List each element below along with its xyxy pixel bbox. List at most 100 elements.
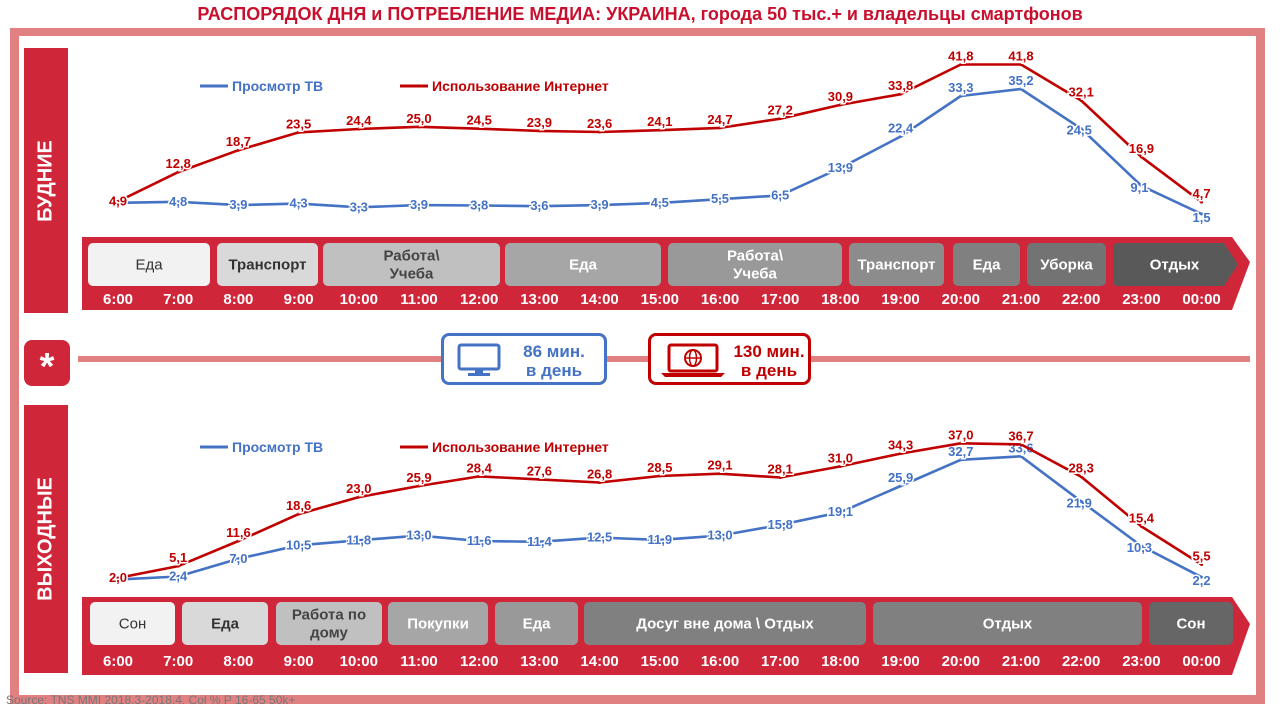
data-point-net [1200,200,1204,204]
activity-label: Досуг вне дома \ Отдых [636,616,814,633]
data-point-net [778,476,782,480]
data-label-net: 24,7 [707,112,732,127]
data-point-net [116,199,120,203]
data-point-net [778,117,782,121]
x-tick-label: 17:00 [761,291,799,308]
data-point-tv [838,510,842,514]
activity-block: Отдых [1113,243,1238,286]
x-tick-label: 9:00 [284,291,314,308]
data-label-tv: 13,9 [828,160,853,175]
data-point-net [718,126,722,130]
activity-block: Работа\ Учеба [668,243,842,286]
data-point-net [176,564,180,568]
data-label-net: 26,8 [587,467,612,482]
x-tick-label: 23:00 [1122,291,1160,308]
x-tick-label: 16:00 [701,291,739,308]
legend-tv-label: Просмотр ТВ [232,78,323,94]
data-label-tv: 10,3 [1127,540,1152,555]
activity-block-bg [953,243,1020,286]
data-point-tv [1019,87,1023,91]
data-label-net: 18,6 [286,498,311,513]
data-label-tv: 7,0 [229,551,247,566]
data-label-tv: 12,5 [587,530,612,545]
data-label-net: 4,7 [1193,186,1211,201]
data-point-tv [658,201,662,205]
data-point-net [598,130,602,134]
data-point-tv [598,203,602,207]
data-point-net [838,103,842,107]
activity-block: Еда [953,243,1020,286]
data-label-net: 23,0 [346,481,371,496]
legend: Просмотр ТВ Использование Интернет [200,78,609,94]
data-point-tv [417,203,421,207]
x-tick-label: 22:00 [1062,653,1100,670]
activity-label: Транспорт [228,257,306,274]
activity-block-bg [668,243,842,286]
data-point-tv [417,534,421,538]
data-label-tv: 3,9 [591,197,609,212]
data-label-tv: 3,8 [470,197,488,212]
legend-internet-label: Использование Интернет [432,439,609,455]
data-label-tv: 15,8 [768,517,793,532]
activity-label: Сон [1176,616,1205,633]
x-tick-label: 15:00 [641,291,679,308]
activity-label: Еда [211,616,240,633]
x-tick-label: 22:00 [1062,291,1100,308]
x-tick-label: 18:00 [821,653,859,670]
activity-label: Отдых [983,616,1033,633]
data-point-net [417,125,421,129]
x-tick-label: 6:00 [103,653,133,670]
data-label-tv: 3,3 [350,199,368,214]
activity-label: Еда [523,616,552,633]
data-point-net [116,576,120,580]
x-tick-label: 10:00 [340,653,378,670]
x-tick-label: 9:00 [284,653,314,670]
x-tick-label: 14:00 [580,291,618,308]
activity-block-bg [873,602,1142,645]
data-label-tv: 1,5 [1193,210,1211,225]
data-point-tv [959,94,963,98]
data-point-tv [236,557,240,561]
x-tick-label: 11:00 [400,653,438,670]
data-point-net [1019,442,1023,446]
data-label-net: 27,6 [527,463,552,478]
data-label-net: 29,1 [707,458,732,473]
legend: Просмотр ТВ Использование Интернет [200,439,609,455]
data-point-net [236,539,240,543]
activity-label: Уборка [1040,257,1093,274]
activity-block-bg [182,602,268,645]
internet-minutes-box: 130 мин. в день [648,333,811,385]
data-label-net: 30,9 [828,89,853,104]
data-label-tv: 13,0 [406,528,431,543]
side-label-weekdays: БУДНИЕ [24,48,68,313]
activity-block-bg [217,243,318,286]
data-point-net [598,481,602,485]
data-point-tv [598,536,602,540]
data-point-net [959,62,963,66]
activity-block: Покупки [388,602,488,645]
data-point-tv [477,203,481,207]
x-tick-label: 6:00 [103,291,133,308]
x-tick-label: 13:00 [520,291,558,308]
activity-block: Еда [495,602,578,645]
data-label-net: 23,6 [587,116,612,131]
data-label-tv: 11,4 [527,534,552,549]
data-label-tv: 3,9 [229,197,247,212]
data-label-net: 27,2 [768,103,793,118]
data-point-net [899,92,903,96]
data-point-tv [297,202,301,206]
data-point-tv [357,538,361,542]
data-label-net: 25,0 [406,111,431,126]
data-point-net [1200,563,1204,567]
activity-block-bg [849,243,944,286]
x-tick-label: 17:00 [761,653,799,670]
data-point-tv [658,538,662,542]
weekdays-chart: Просмотр ТВ Использование Интернет Еда Тран… [82,47,1250,310]
activity-block: Сон [90,602,175,645]
x-tick-label: 13:00 [520,653,558,670]
activity-block-bg [276,602,382,645]
activity-label: Еда [135,257,163,274]
activity-block-bg [323,243,500,286]
data-point-net [1079,98,1083,102]
data-label-tv: 35,2 [1008,73,1033,88]
